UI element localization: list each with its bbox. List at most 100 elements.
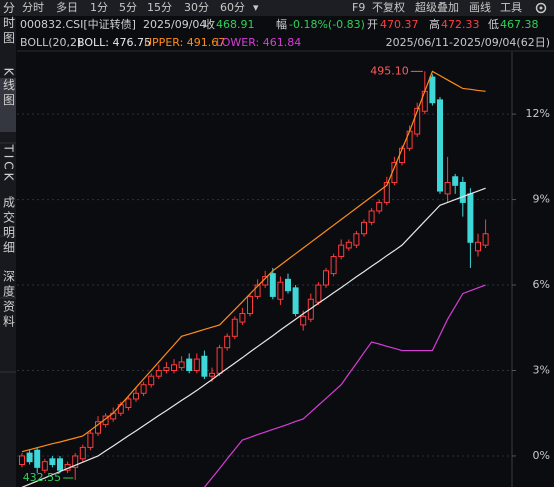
candle-body (452, 176, 459, 186)
candle-body (231, 318, 238, 337)
sidebar-active (0, 78, 16, 132)
candle-body (353, 233, 360, 246)
candle-body (133, 392, 139, 400)
candle-body (125, 398, 132, 409)
boll-line (21, 70, 486, 453)
candle-body (26, 452, 33, 463)
indicator-legend: UPPER: 491.67 (144, 36, 225, 49)
candle-body (345, 241, 352, 249)
tool-button[interactable]: 超级叠加 (415, 0, 459, 14)
y-tick-label: 12% (526, 107, 550, 120)
candle-body (49, 458, 56, 465)
toolbar (0, 0, 554, 16)
candle-body (376, 201, 383, 212)
quote-field: 2025/09/04 (143, 18, 206, 31)
candle-body (254, 284, 261, 297)
candle-body (292, 287, 299, 315)
indicator-name: BOLL(20,2) (20, 36, 81, 49)
quote-field: -0.18%(-0.83) (289, 18, 365, 31)
sidebar-label: 成交明细 (2, 196, 16, 256)
boll-line (21, 187, 486, 487)
candle-body (95, 421, 101, 434)
sidebar-label: K线图 (2, 68, 16, 109)
tool-button[interactable]: 画线 (469, 0, 491, 14)
candle-body (315, 284, 322, 303)
candle-body (171, 364, 177, 371)
quote-field: 467.38 (500, 18, 539, 31)
period-tab[interactable]: 30分 (184, 1, 209, 14)
candle-body (361, 221, 367, 235)
gear-icon[interactable] (535, 2, 547, 14)
candle-body (41, 461, 48, 471)
candle-body (140, 384, 147, 394)
candle-body (193, 358, 200, 371)
sidebar-label: TICK (2, 143, 16, 183)
tool-button[interactable]: 不复权 (372, 0, 405, 14)
y-tick-label: 9% (533, 193, 550, 206)
candle-body (414, 107, 421, 135)
candle-body (72, 455, 79, 468)
candle-body (482, 233, 489, 246)
quote-field: 收 (204, 17, 215, 31)
period-tab[interactable]: 1分 (90, 1, 108, 14)
y-tick-label: 3% (533, 363, 550, 376)
indicator-legend: BOLL: 476.75 (77, 36, 151, 49)
candle-body (57, 458, 63, 471)
min-label: 432.55 (23, 471, 62, 484)
candle-body (269, 273, 276, 297)
candle-body (323, 270, 329, 286)
dropdown-arrow[interactable]: ▾ (253, 1, 259, 14)
sidebar-label: 分时图 (2, 1, 16, 46)
candle-body (406, 130, 413, 149)
indicator-legend: LOWER: 461.84 (216, 36, 301, 49)
candle-body (224, 335, 231, 349)
candle-body (330, 256, 337, 275)
candle-body (155, 369, 162, 377)
candle-body (277, 281, 284, 300)
boll-line (203, 284, 486, 487)
candle-body (209, 372, 215, 377)
date-range: 2025/06/11-2025/09/04(62日) (386, 36, 550, 49)
quote-field: 470.37 (380, 18, 419, 31)
period-tab[interactable]: 60分 (220, 1, 245, 14)
y-tick-label: 6% (533, 278, 550, 291)
candle-body (467, 193, 474, 243)
candle-body (437, 99, 443, 192)
candle-body (201, 355, 208, 377)
y-tick-label: 0% (533, 449, 550, 462)
sidebar-label: 深度资料 (2, 270, 16, 330)
quote-field: 000832.CSI[中证转债] (20, 17, 136, 31)
tool-button[interactable]: 工具 (500, 1, 522, 14)
quote-field: 低 (488, 18, 499, 31)
candle-body (148, 375, 155, 386)
candle-body (34, 449, 41, 468)
quote-field: 幅 (276, 18, 287, 31)
quote-field: 468.91 (216, 18, 255, 31)
candle-body (87, 432, 94, 448)
candle-body (368, 210, 375, 223)
candle-body (178, 361, 185, 369)
sidebar-item[interactable]: 分时图 (0, 1, 16, 80)
candle-body (429, 76, 436, 104)
period-tab[interactable]: 分时 (22, 1, 44, 14)
sidebar-item[interactable]: 成交明细 (0, 196, 16, 299)
candle-body (186, 358, 193, 371)
candle-body (475, 241, 481, 252)
sidebar (0, 17, 16, 487)
tool-button[interactable]: F9 (352, 1, 365, 14)
candle-body (338, 244, 345, 258)
candle-body (79, 446, 86, 460)
max-label: 495.10 (370, 64, 409, 77)
sidebar-item[interactable]: K线图 (0, 68, 16, 144)
plot-area (19, 70, 489, 487)
sidebar-item[interactable]: TICK (0, 143, 16, 237)
period-tab[interactable]: 5分 (119, 1, 137, 14)
period-tab[interactable]: 多日 (56, 0, 78, 14)
quote-field: 472.33 (441, 18, 480, 31)
candle-body (19, 455, 25, 465)
candle-body (163, 367, 170, 371)
sidebar-item[interactable]: 深度资料 (0, 270, 16, 373)
period-tab[interactable]: 15分 (147, 1, 172, 14)
candle-body (459, 181, 466, 203)
